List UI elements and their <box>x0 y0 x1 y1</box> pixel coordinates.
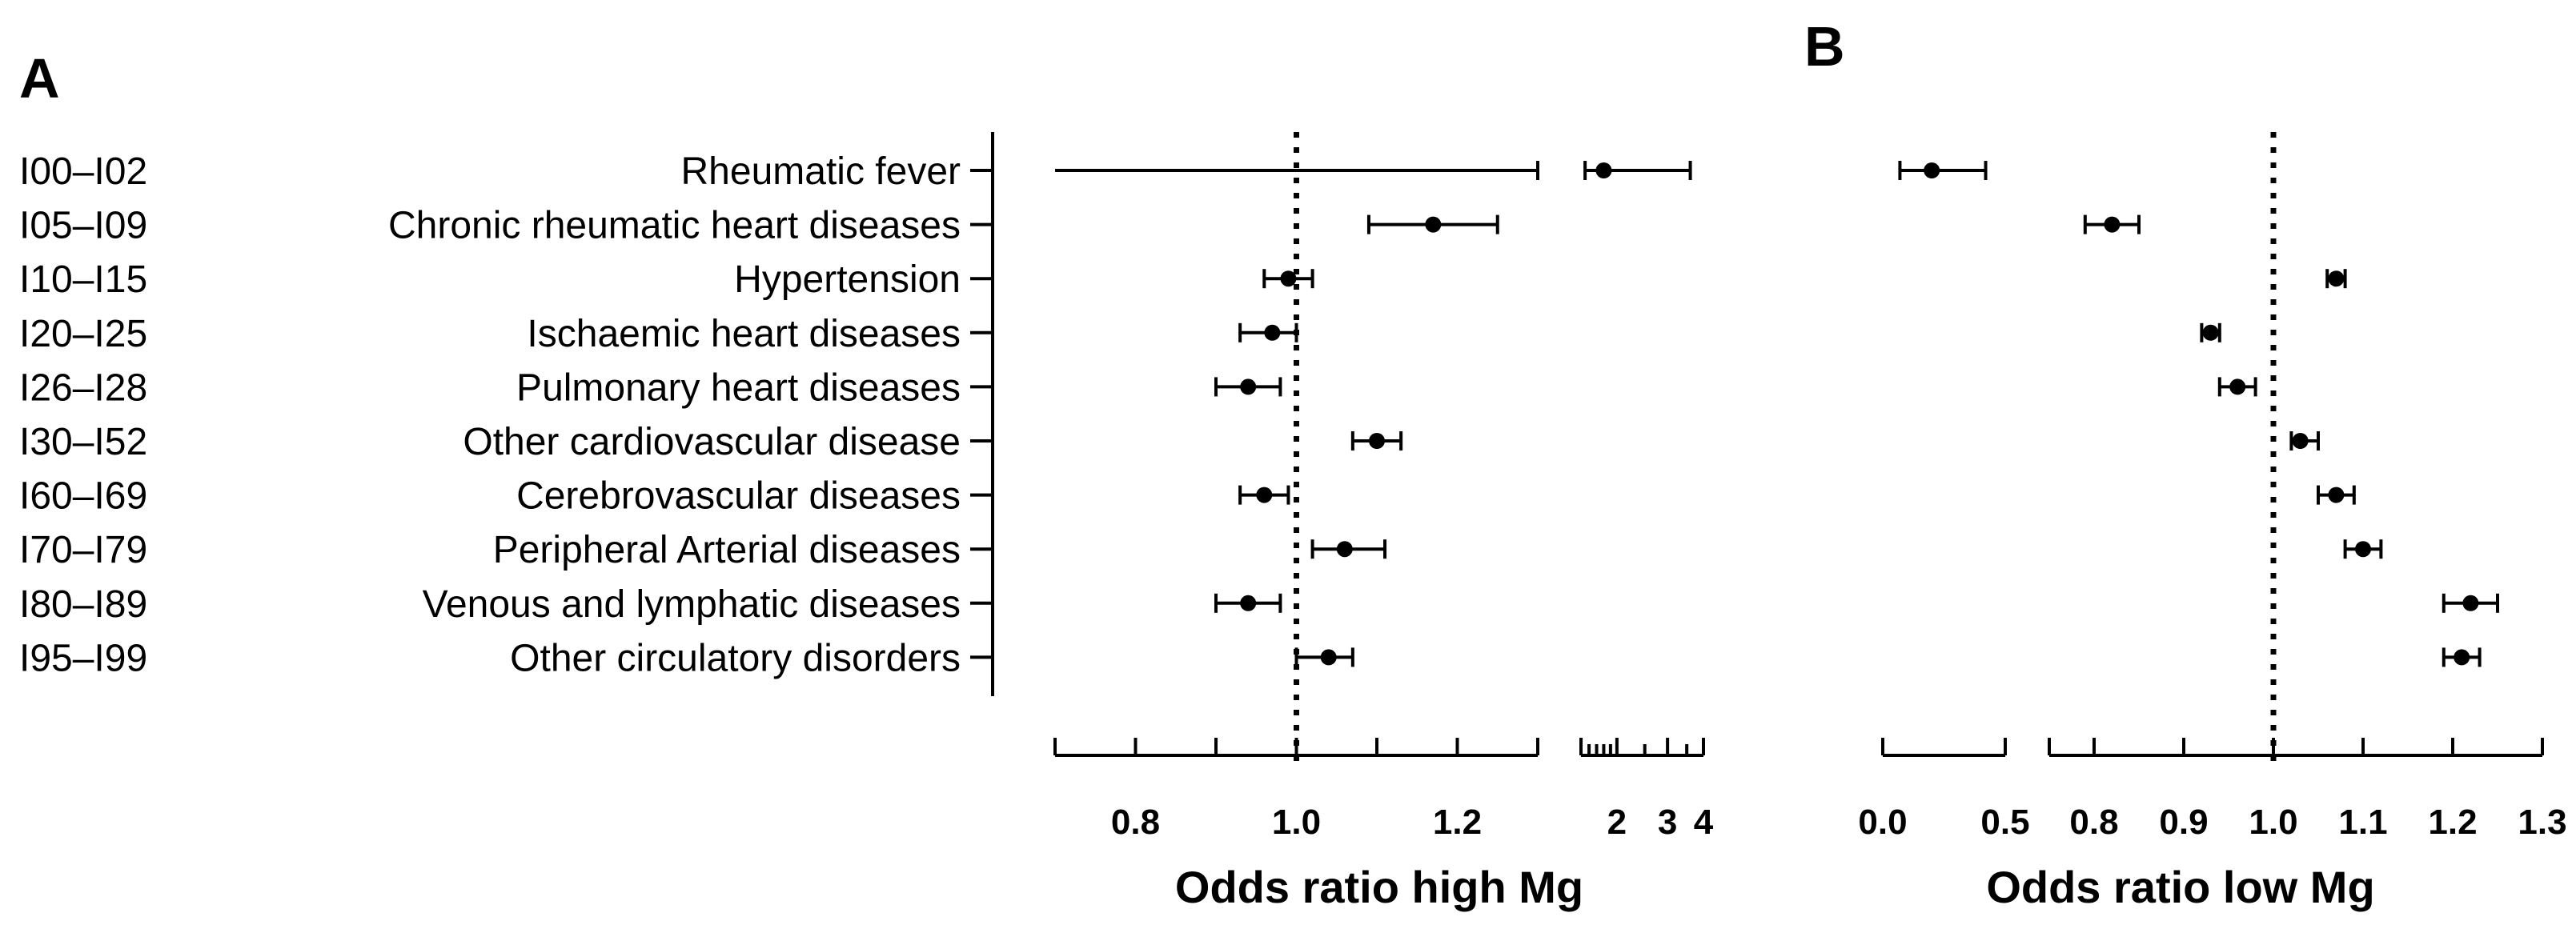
row-code-label: I80–I89 <box>19 583 147 626</box>
row-code-label: I26–I28 <box>19 366 147 409</box>
row-code-label: I30–I52 <box>19 421 147 463</box>
row-name-label: Chronic rheumatic heart diseases <box>388 205 961 247</box>
panel-b-x-tick-label: 1.0 <box>2249 803 2297 842</box>
panel-a-point-estimate <box>1256 487 1273 503</box>
row-code-label: I00–I02 <box>19 150 147 193</box>
panel-b-point-estimate <box>2355 541 2371 558</box>
panel-b-point-estimate <box>2454 649 2470 666</box>
panel-a-x-tick-label: 3 <box>1658 803 1677 842</box>
panel-a-point-estimate <box>1280 270 1297 287</box>
panel-a-x-tick-label: 1.0 <box>1272 803 1321 842</box>
panel-b-x-tick-label: 0.9 <box>2159 803 2208 842</box>
row-code-label: I70–I79 <box>19 529 147 571</box>
row-name-label: Hypertension <box>734 258 961 301</box>
panel-a-point-estimate <box>1240 378 1257 395</box>
panel-b-point-estimate <box>2104 216 2121 233</box>
panel-a-point-estimate <box>1336 541 1353 558</box>
row-name-label: Rheumatic fever <box>681 150 961 193</box>
row-code-label: I10–I15 <box>19 258 147 301</box>
panel-a-point-estimate <box>1264 324 1281 341</box>
panel-b-x-tick-label: 1.3 <box>2518 803 2566 842</box>
panel-a-x-axis-title: Odds ratio high Mg <box>1175 862 1583 912</box>
panel-b-x-tick-label: 0.5 <box>1980 803 2029 842</box>
panel-a-letter: A <box>19 47 60 110</box>
panel-b-x-tick-label: 1.1 <box>2338 803 2387 842</box>
row-name-label: Peripheral Arterial diseases <box>493 529 961 571</box>
panel-b-letter: B <box>1804 15 1845 78</box>
panel-a-x-tick-label: 1.2 <box>1433 803 1482 842</box>
panel-b-point-estimate <box>2202 324 2219 341</box>
panel-b-plot: 0.0 0.5 0.8 0.9 1.0 1.1 1.2 1.3 <box>1858 132 2567 842</box>
panel-b-point-estimate <box>2328 487 2345 503</box>
panel-b-point-estimate <box>2292 433 2309 449</box>
panel-a-x-tick-label: 0.8 <box>1111 803 1160 842</box>
panel-a-point-estimate <box>1595 162 1612 178</box>
row-code-label: I20–I25 <box>19 313 147 355</box>
panel-b-x-tick-label: 0.0 <box>1858 803 1907 842</box>
row-name-label: Ischaemic heart diseases <box>527 313 961 355</box>
panel-b-x-tick-label: 0.8 <box>2069 803 2118 842</box>
panel-b-x-axis-title: Odds ratio low Mg <box>1986 862 2374 912</box>
row-code-label: I05–I09 <box>19 205 147 247</box>
row-code-label: I95–I99 <box>19 637 147 679</box>
row-name-label: Pulmonary heart diseases <box>516 366 961 409</box>
row-name-label: Cerebrovascular diseases <box>516 475 961 518</box>
panel-a-point-estimate <box>1369 433 1385 449</box>
panel-a-point-estimate <box>1425 216 1442 233</box>
panel-a-point-estimate <box>1320 649 1337 666</box>
panel-b-point-estimate <box>2328 270 2345 287</box>
panel-a-plot: 0.8 1.0 1.2 2 3 4 <box>1053 132 1714 842</box>
row-name-label: Other circulatory disorders <box>510 637 961 679</box>
row-labels: I00–I02 Rheumatic fever I05–I09 Chronic rhe… <box>19 150 993 679</box>
panel-b-x-tick-label: 1.2 <box>2428 803 2477 842</box>
panel-a-x-tick-label: 2 <box>1607 803 1627 842</box>
panel-b-point-estimate <box>1924 162 1940 178</box>
row-code-label: I60–I69 <box>19 475 147 518</box>
panel-a-x-tick-label: 4 <box>1694 803 1714 842</box>
panel-b-point-estimate <box>2229 378 2246 395</box>
row-name-label: Other cardiovascular disease <box>463 421 961 463</box>
panel-a-point-estimate <box>1240 595 1257 611</box>
row-name-label: Venous and lymphatic diseases <box>423 583 961 626</box>
panel-b-point-estimate <box>2462 595 2479 611</box>
